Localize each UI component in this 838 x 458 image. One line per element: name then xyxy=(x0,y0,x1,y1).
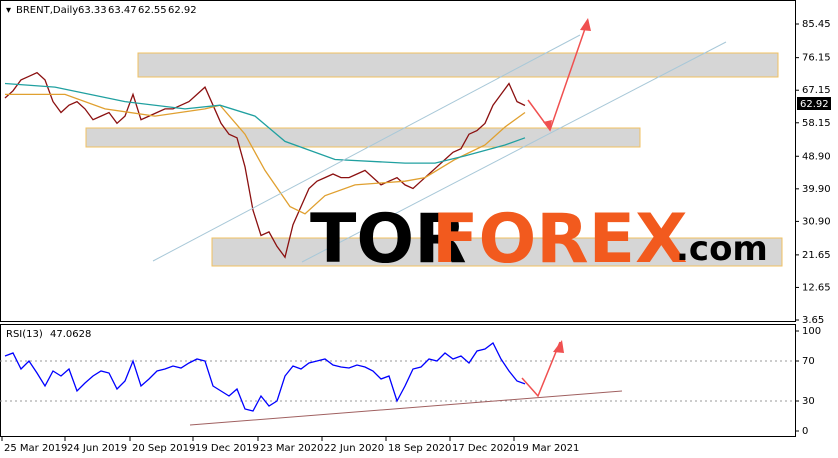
y-tick-label: 70 xyxy=(802,356,815,367)
y-tick-label: 76.15 xyxy=(802,53,831,64)
header-triangle: ▾ xyxy=(6,5,11,16)
ohlc: 62.92 xyxy=(168,5,197,16)
symbol: BRENT,Daily xyxy=(16,5,78,16)
watermark: .com xyxy=(676,229,768,269)
y-tick-label: 3.65 xyxy=(802,315,824,326)
annotations: TOR FOREX .com xyxy=(152,18,768,426)
price-panel xyxy=(0,0,796,322)
rsi-arrow xyxy=(521,341,561,398)
y-tick-label: 58.15 xyxy=(802,118,831,129)
y-tick-label: 39.90 xyxy=(802,184,831,195)
x-tick-label: 19 Mar 2021 xyxy=(516,443,579,454)
y-tick-label: 0 xyxy=(802,426,808,437)
y-tick-label: 30 xyxy=(802,396,815,407)
rsi-panel xyxy=(0,324,796,437)
x-tick-label: 22 Jun 2020 xyxy=(324,443,384,454)
watermark: TOR xyxy=(310,200,467,279)
rsi-value: 47.0628 xyxy=(50,329,91,340)
y-tick-label: 85.45 xyxy=(802,19,831,30)
y-tick-label: 100 xyxy=(802,326,821,337)
x-tick-label: 20 Sep 2019 xyxy=(132,443,195,454)
ohlc: 63.47 xyxy=(108,5,137,16)
arrow-head xyxy=(553,340,564,353)
y-tick-label: 21.65 xyxy=(802,250,831,261)
arrow-head xyxy=(543,120,552,130)
x-tick-label: 17 Dec 2020 xyxy=(452,443,516,454)
x-tick-label: 23 Mar 2020 xyxy=(260,443,323,454)
y-tick-label: 12.65 xyxy=(802,282,831,293)
rsi-trend-line xyxy=(189,390,623,426)
trend-line xyxy=(301,41,727,263)
x-tick-label: 25 Mar 2019 xyxy=(4,443,67,454)
y-tick-label: 67.15 xyxy=(802,85,831,96)
watermark: FOREX xyxy=(432,200,688,279)
price-tag xyxy=(797,97,831,110)
ohlc: 63.33 xyxy=(78,5,107,16)
trend-line xyxy=(152,34,581,262)
ohlc: 62.55 xyxy=(138,5,167,16)
support-zone xyxy=(85,127,641,148)
x-tick-label: 18 Sep 2020 xyxy=(388,443,451,454)
resistance-zone xyxy=(137,52,779,78)
arrow-head xyxy=(580,18,591,31)
y-tick-label: 30.90 xyxy=(802,216,831,227)
rsi-title: RSI(13) xyxy=(6,329,43,340)
low-zone xyxy=(211,237,783,267)
price-tag-label: 62.92 xyxy=(800,99,829,110)
x-tick-label: 24 Jun 2019 xyxy=(67,443,127,454)
x-tick-label: 19 Dec 2019 xyxy=(195,443,259,454)
series-line xyxy=(4,342,526,412)
series-line xyxy=(4,82,526,164)
series-line xyxy=(4,71,526,259)
y-tick-label: 48.90 xyxy=(802,151,831,162)
